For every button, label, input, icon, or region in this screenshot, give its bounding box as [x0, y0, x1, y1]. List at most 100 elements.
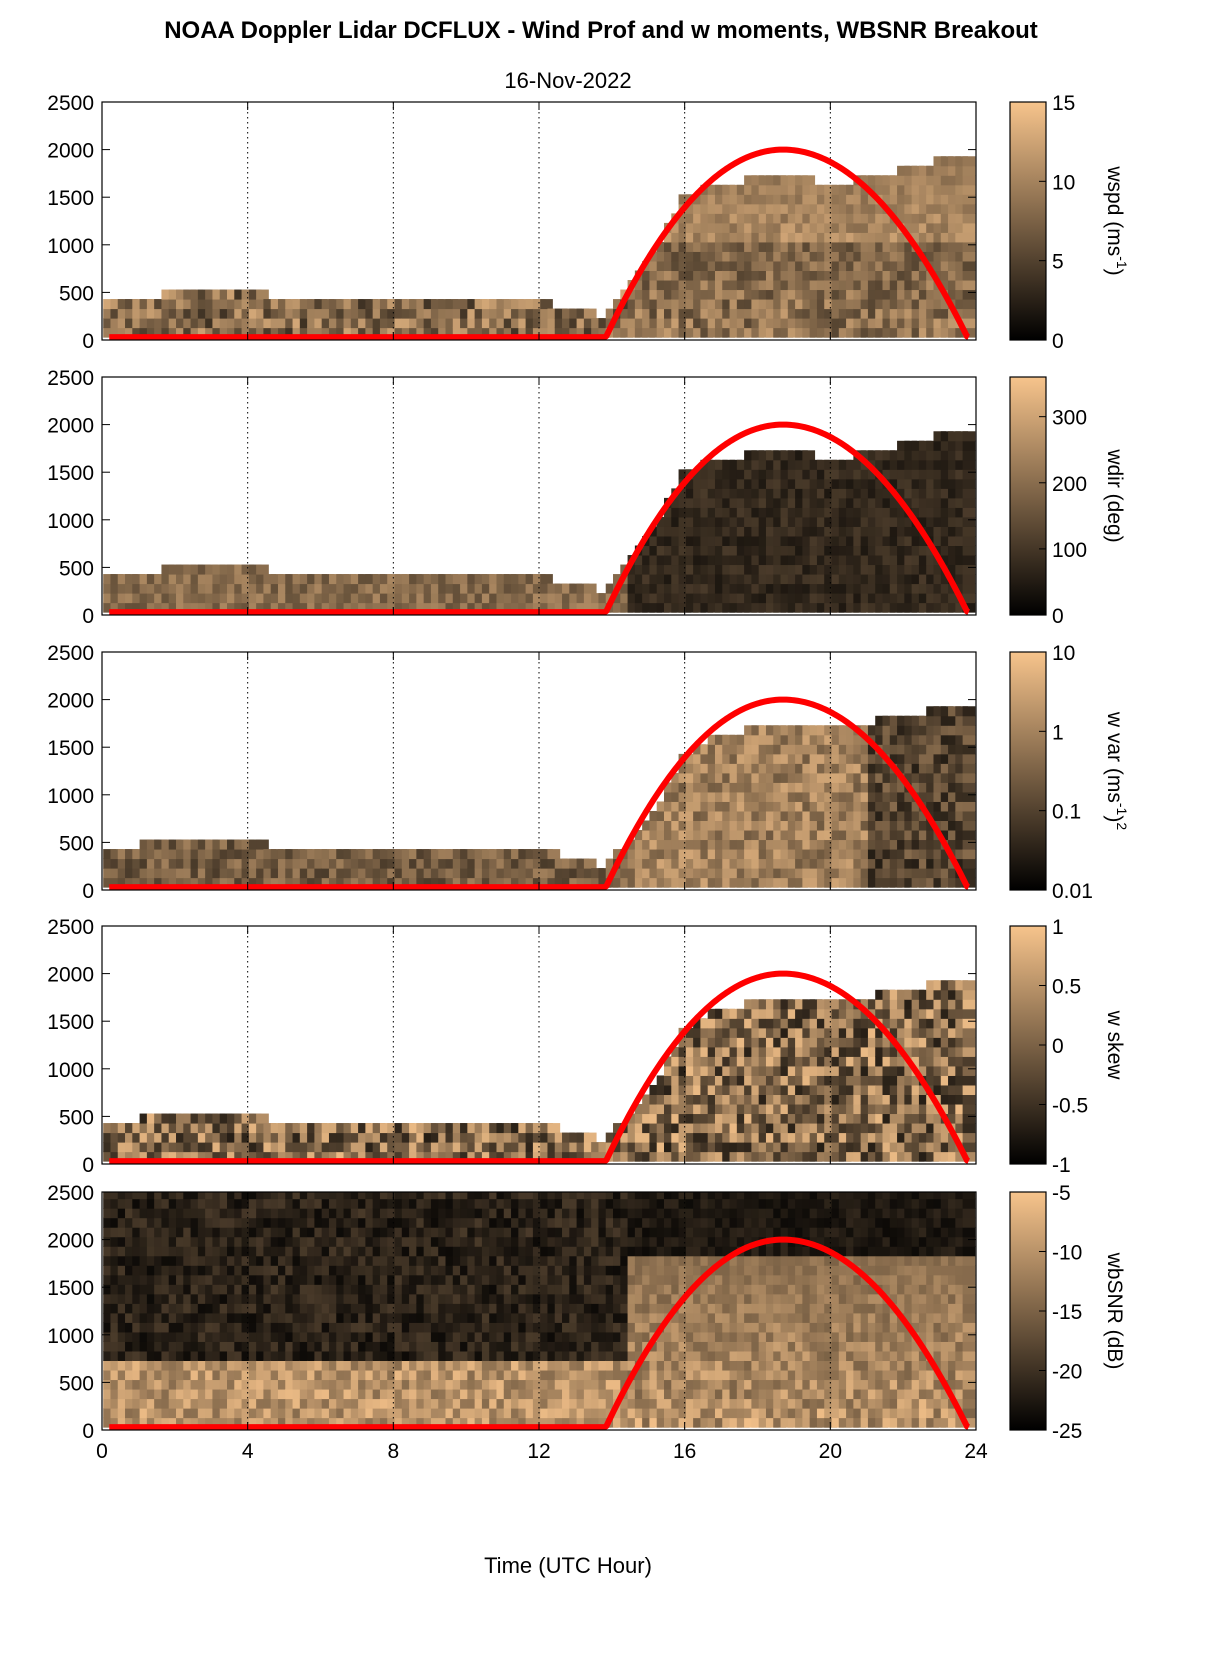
heatmap-cell: [219, 1274, 233, 1285]
heatmap-cell: [867, 327, 881, 338]
heatmap-cell: [940, 1132, 954, 1143]
heatmap-cell: [795, 497, 808, 508]
heatmap-cell: [751, 744, 765, 755]
y-tick-label: 2000: [47, 415, 94, 438]
heatmap-cell: [846, 203, 859, 214]
heatmap-cell: [933, 980, 947, 991]
heatmap-cell: [860, 516, 874, 527]
heatmap-cell: [401, 877, 415, 888]
heatmap-cell: [554, 877, 568, 888]
heatmap-cell: [736, 849, 750, 860]
heatmap-cell: [693, 772, 706, 783]
heatmap-cell: [576, 1151, 590, 1162]
heatmap-cell: [926, 299, 939, 310]
heatmap-cell: [904, 535, 918, 547]
heatmap-cell: [190, 593, 204, 604]
heatmap-cell: [649, 849, 663, 860]
heatmap-cell: [882, 450, 896, 461]
heatmap-cell: [248, 1255, 262, 1266]
heatmap-cell: [933, 706, 947, 717]
heatmap-cell: [139, 327, 153, 338]
heatmap-cell: [511, 1132, 524, 1143]
heatmap-cell: [350, 327, 364, 338]
heatmap-cell: [365, 849, 379, 860]
heatmap-cell: [605, 308, 619, 319]
heatmap-cell: [816, 232, 830, 243]
heatmap-cell: [263, 583, 277, 594]
heatmap-cell: [897, 450, 910, 461]
heatmap-cell: [787, 1113, 801, 1124]
heatmap-cell: [452, 308, 466, 319]
heatmap-cell: [227, 289, 240, 300]
heatmap-cell: [299, 1151, 313, 1162]
heatmap-cell: [948, 165, 961, 176]
heatmap-cell: [751, 516, 765, 527]
heatmap-cell: [714, 488, 728, 499]
heatmap-cell: [795, 318, 808, 329]
heatmap-cell: [846, 772, 859, 783]
heatmap-cell: [722, 810, 735, 822]
heatmap-cell: [940, 1094, 954, 1105]
heatmap-cell: [656, 839, 670, 850]
heatmap-cell: [372, 299, 386, 310]
heatmap-cell: [773, 327, 786, 338]
heatmap-cell: [700, 507, 714, 518]
heatmap-cell: [241, 564, 255, 575]
heatmap-cell: [940, 725, 954, 736]
heatmap-cell: [787, 830, 801, 841]
heatmap-cell: [897, 1056, 910, 1067]
heatmap-cell: [911, 810, 925, 822]
heatmap-cell: [467, 583, 481, 594]
heatmap-cell: [227, 1341, 240, 1352]
heatmap-cell: [103, 1265, 116, 1276]
heatmap-cell: [139, 1303, 153, 1314]
heatmap-cell: [190, 1398, 204, 1409]
heatmap-cell: [467, 849, 481, 860]
heatmap-cell: [540, 299, 553, 310]
heatmap-cell: [962, 516, 976, 527]
heatmap-cell: [795, 1084, 808, 1096]
heatmap-cell: [846, 1065, 859, 1076]
heatmap-cell: [758, 194, 772, 205]
heatmap-cell: [751, 203, 765, 214]
heatmap-cell: [860, 1037, 874, 1048]
heatmap-cell: [642, 593, 655, 604]
heatmap-cell: [955, 791, 969, 802]
y-tick-label: 2000: [47, 964, 94, 987]
heatmap-cell: [277, 574, 291, 585]
heatmap-cell: [846, 782, 859, 793]
heatmap-cell: [773, 469, 786, 480]
heatmap-cell: [430, 858, 444, 869]
heatmap-cell: [685, 1104, 699, 1115]
heatmap-cell: [940, 327, 954, 338]
heatmap-cell: [926, 1037, 939, 1048]
heatmap-cell: [940, 810, 954, 822]
heatmap-cell: [962, 251, 976, 262]
heatmap-cell: [168, 1198, 182, 1209]
heatmap-cell: [168, 1284, 182, 1295]
heatmap-cell: [299, 877, 313, 888]
heatmap-cell: [125, 574, 138, 585]
heatmap-cell: [824, 1094, 837, 1105]
heatmap-cell: [467, 299, 481, 310]
heatmap-cell: [292, 318, 306, 329]
heatmap-cell: [685, 849, 699, 860]
heatmap-cell: [729, 849, 743, 860]
heatmap-cell: [176, 1208, 189, 1219]
heatmap-cell: [197, 1113, 211, 1124]
heatmap-cell: [955, 194, 969, 205]
heatmap-cell: [962, 715, 976, 726]
heatmap-cell: [926, 1075, 939, 1086]
heatmap-cell: [860, 270, 874, 281]
heatmap-cell: [765, 260, 779, 272]
heatmap-cell: [248, 1370, 262, 1381]
heatmap-cell: [154, 1192, 167, 1200]
heatmap-cell: [263, 1217, 277, 1228]
heatmap-cell: [190, 1265, 204, 1276]
heatmap-cell: [336, 308, 349, 319]
heatmap-cell: [780, 507, 794, 518]
heatmap-cell: [787, 1027, 801, 1038]
heatmap-cell: [591, 318, 604, 329]
heatmap-cell: [656, 299, 670, 310]
heatmap-cell: [722, 203, 735, 214]
